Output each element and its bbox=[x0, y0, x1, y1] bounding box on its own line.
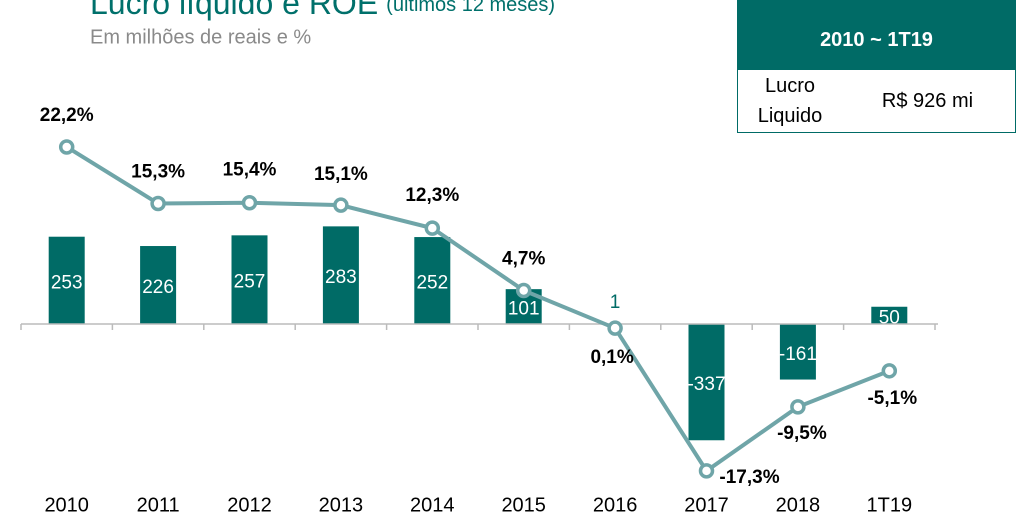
x-tick-label: 2016 bbox=[593, 494, 638, 516]
bar bbox=[322, 226, 359, 324]
bar bbox=[779, 324, 816, 380]
bar bbox=[140, 246, 177, 324]
bar-value-label: 283 bbox=[325, 267, 357, 288]
x-tick-label: 2011 bbox=[137, 494, 180, 516]
x-tick-label: 2017 bbox=[684, 494, 729, 516]
bar bbox=[48, 236, 85, 324]
bar-value-label: -337 bbox=[687, 374, 725, 395]
title-main: Lucro líquido e ROE bbox=[90, 0, 378, 21]
x-tick-label: 2018 bbox=[776, 494, 821, 516]
roe-point bbox=[515, 282, 532, 299]
bar-value-label: -161 bbox=[779, 344, 817, 365]
summary-label: Lucro Liquido bbox=[757, 75, 823, 127]
x-tick-label: 2010 bbox=[44, 494, 89, 516]
x-tick-label: 2012 bbox=[227, 494, 272, 516]
roe-point bbox=[424, 220, 441, 236]
roe-point bbox=[150, 195, 166, 212]
roe-point bbox=[333, 197, 349, 213]
roe-point bbox=[607, 320, 623, 336]
roe-point bbox=[58, 139, 75, 155]
summary-header: 2010 ~ 1T19 bbox=[738, 1, 1015, 70]
bar bbox=[688, 324, 725, 441]
bar-value-label: 226 bbox=[142, 277, 174, 298]
x-tick-label: 2013 bbox=[319, 494, 364, 516]
roe-value-label: 22,2% bbox=[40, 105, 94, 126]
roe-value-label: 4,7% bbox=[502, 248, 545, 269]
summary-row: Lucro Liquido R$ 926 mi bbox=[738, 70, 1015, 132]
bar bbox=[231, 235, 268, 324]
bar-value-label: 50 bbox=[879, 307, 900, 328]
roe-value-label: 12,3% bbox=[405, 185, 459, 206]
bar-value-label: 101 bbox=[508, 299, 540, 320]
summary-box: 2010 ~ 1T19 Lucro Liquido R$ 926 mi bbox=[737, 0, 1016, 133]
bar-value-label: 252 bbox=[416, 273, 448, 294]
roe-line bbox=[65, 145, 891, 474]
roe-point bbox=[881, 363, 898, 379]
x-tick-label: 1T19 bbox=[867, 494, 913, 516]
bar bbox=[871, 306, 908, 324]
roe-point bbox=[790, 399, 806, 415]
bar bbox=[414, 237, 451, 324]
roe-value-label: -17,3% bbox=[719, 467, 779, 488]
roe-value-label: -9,5% bbox=[777, 423, 827, 444]
roe-point bbox=[698, 463, 715, 479]
roe-point bbox=[241, 194, 258, 211]
chart-title: Lucro líquido e ROE (últimos 12 meses) bbox=[90, 0, 555, 21]
chart-subtitle: Em milhões de reais e % bbox=[90, 26, 311, 48]
roe-value-label: 0,1% bbox=[590, 347, 633, 368]
x-tick-label: 2015 bbox=[501, 494, 546, 516]
bar-value-label: 257 bbox=[234, 272, 266, 293]
roe-value-label: 15,4% bbox=[223, 160, 277, 181]
roe-value-label: 15,3% bbox=[131, 162, 185, 183]
bar-value-label: 253 bbox=[51, 272, 83, 293]
roe-value-label: -5,1% bbox=[867, 388, 917, 409]
bar-value-label: 1 bbox=[610, 292, 621, 313]
title-note: (últimos 12 meses) bbox=[386, 0, 555, 16]
roe-value-label: 15,1% bbox=[314, 164, 368, 185]
x-tick-label: 2014 bbox=[410, 494, 455, 516]
summary-value: R$ 926 mi bbox=[881, 89, 974, 112]
